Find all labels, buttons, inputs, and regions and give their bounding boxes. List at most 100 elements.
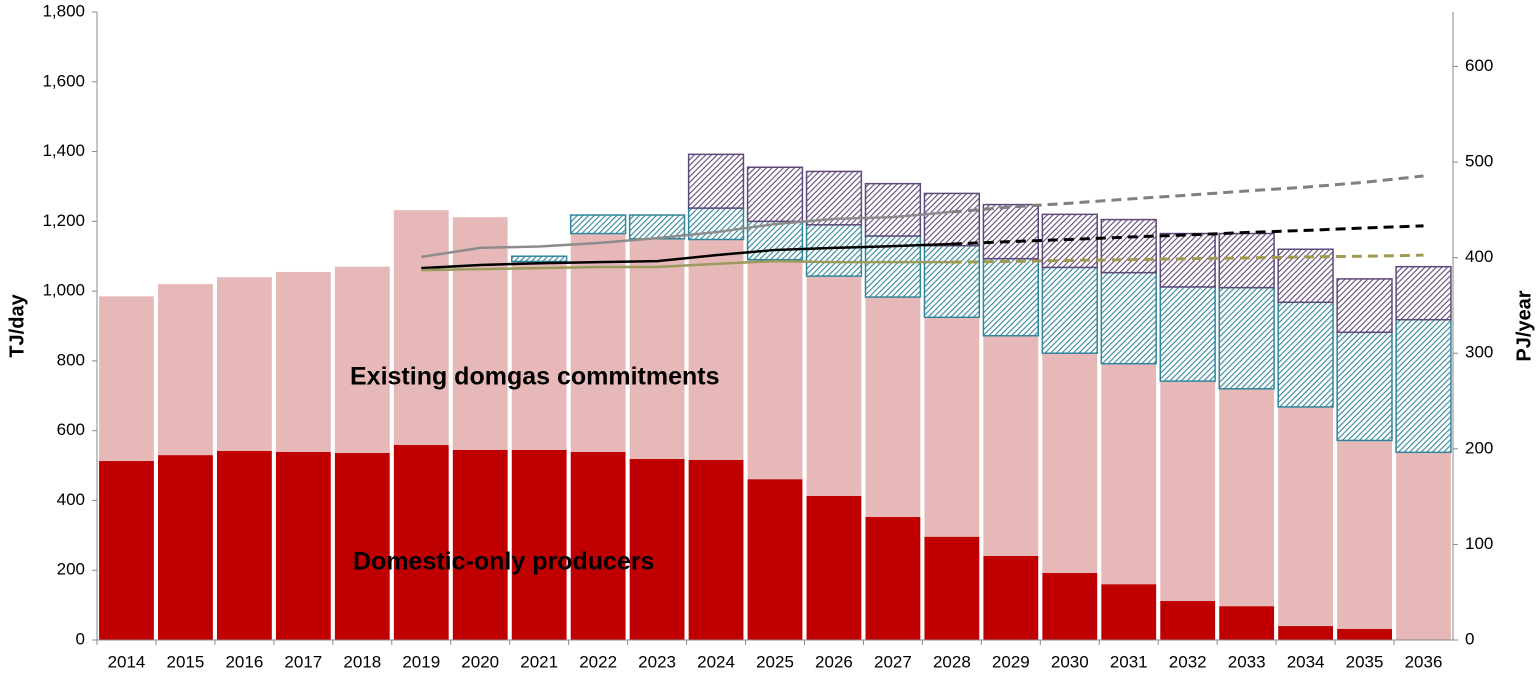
x-tick-label: 2021 bbox=[520, 652, 558, 671]
bar-segment bbox=[1218, 286, 1275, 390]
bar-segment bbox=[1219, 606, 1275, 640]
x-tick-label: 2024 bbox=[697, 652, 735, 671]
bar-segment bbox=[1278, 406, 1334, 627]
bar-segment bbox=[570, 233, 626, 452]
x-tick-label: 2031 bbox=[1110, 652, 1148, 671]
bar-segment bbox=[452, 217, 508, 450]
bar-segment bbox=[1277, 301, 1334, 408]
bar-segment bbox=[158, 455, 213, 640]
bar-segment bbox=[511, 255, 568, 263]
y-tick-label: 600 bbox=[57, 420, 85, 439]
bar-segment bbox=[511, 449, 567, 640]
bar-segment bbox=[1042, 573, 1098, 640]
y2-tick-label: 100 bbox=[1465, 534, 1493, 553]
y-axis-title: TJ/day bbox=[6, 293, 28, 357]
y-tick-label: 800 bbox=[57, 350, 85, 369]
bar-segment bbox=[334, 452, 390, 640]
bar-segment bbox=[1041, 266, 1098, 354]
x-tick-label: 2036 bbox=[1405, 652, 1443, 671]
bar-segment bbox=[275, 451, 331, 640]
bar-segment bbox=[687, 153, 745, 209]
bar-segment bbox=[923, 192, 981, 247]
x-tick-label: 2030 bbox=[1051, 652, 1089, 671]
bar-segment bbox=[688, 459, 744, 640]
bar-segment bbox=[864, 182, 922, 237]
bar-segment bbox=[982, 257, 1039, 337]
bar-segment bbox=[275, 271, 331, 452]
bar-segment bbox=[1395, 265, 1452, 321]
x-tick-label: 2023 bbox=[638, 652, 676, 671]
x-tick-label: 2019 bbox=[402, 652, 440, 671]
y-tick-label: 200 bbox=[57, 560, 85, 579]
bar-segment bbox=[982, 203, 1039, 260]
y-tick-label: 1,800 bbox=[42, 1, 85, 20]
y2-tick-label: 200 bbox=[1465, 438, 1493, 457]
x-tick-label: 2017 bbox=[284, 652, 322, 671]
y-tick-label: 1,400 bbox=[42, 141, 85, 160]
bar-segment bbox=[805, 170, 863, 226]
y2-tick-label: 400 bbox=[1465, 247, 1493, 266]
bar-segment bbox=[746, 166, 804, 223]
bar-segment bbox=[923, 245, 981, 319]
bar-segment bbox=[1337, 628, 1392, 640]
line bbox=[421, 242, 952, 270]
bar-segment bbox=[924, 317, 980, 537]
x-tick-label: 2029 bbox=[992, 652, 1030, 671]
bar-segment bbox=[1218, 232, 1275, 289]
bar-segment bbox=[1219, 388, 1275, 607]
line bbox=[421, 210, 952, 259]
bar-segment bbox=[1101, 363, 1157, 585]
x-tick-label: 2014 bbox=[108, 652, 146, 671]
x-tick-label: 2034 bbox=[1287, 652, 1325, 671]
bar-segment bbox=[452, 449, 508, 640]
bar-segment bbox=[1042, 353, 1098, 574]
bar-segment bbox=[1100, 218, 1157, 274]
bar-segment bbox=[865, 297, 921, 517]
bar-segment bbox=[1160, 600, 1216, 640]
line bbox=[421, 259, 952, 272]
bar-segment bbox=[99, 296, 154, 462]
x-tick-label: 2028 bbox=[933, 652, 971, 671]
annotation: Domestic-only producers bbox=[353, 548, 654, 576]
y2-tick-label: 300 bbox=[1465, 343, 1493, 362]
bar-segment bbox=[1159, 286, 1216, 382]
bar-segment bbox=[629, 238, 685, 459]
x-tick-label: 2020 bbox=[461, 652, 499, 671]
y-tick-label: 1,600 bbox=[42, 71, 85, 90]
bar-segment bbox=[805, 224, 863, 277]
y-tick-label: 0 bbox=[76, 629, 85, 648]
y2-tick-label: 500 bbox=[1465, 152, 1493, 171]
bar-segment bbox=[99, 461, 154, 640]
bar-segment bbox=[747, 479, 803, 640]
bar-segment bbox=[393, 444, 449, 640]
bar-segment bbox=[747, 259, 803, 480]
y-tick-label: 1,200 bbox=[42, 211, 85, 230]
x-tick-label: 2018 bbox=[343, 652, 381, 671]
bar-segment bbox=[393, 210, 449, 445]
bar-segment bbox=[1160, 381, 1216, 601]
bar-segment bbox=[216, 277, 272, 451]
bar-segment bbox=[806, 495, 862, 640]
y2-tick-label: 600 bbox=[1465, 56, 1493, 75]
x-tick-label: 2032 bbox=[1169, 652, 1207, 671]
bar-segment bbox=[216, 450, 272, 640]
bar-segment bbox=[1336, 331, 1393, 442]
y-tick-label: 400 bbox=[57, 490, 85, 509]
x-tick-label: 2026 bbox=[815, 652, 853, 671]
x-tick-label: 2015 bbox=[167, 652, 205, 671]
bar-segment bbox=[983, 335, 1039, 556]
y2-tick-label: 0 bbox=[1465, 629, 1474, 648]
bar-segment bbox=[1101, 584, 1157, 640]
x-tick-label: 2035 bbox=[1346, 652, 1384, 671]
y2-axis-title: PJ/year bbox=[1513, 290, 1535, 361]
bar-segment bbox=[688, 239, 744, 460]
x-tick-label: 2025 bbox=[756, 652, 794, 671]
bar-segment bbox=[158, 284, 213, 456]
line bbox=[951, 253, 1424, 264]
bar-segment bbox=[806, 276, 862, 496]
annotation: Existing domgas commitments bbox=[350, 363, 720, 391]
x-tick-label: 2027 bbox=[874, 652, 912, 671]
bar-segment bbox=[983, 555, 1039, 640]
bar-segment bbox=[629, 458, 685, 640]
